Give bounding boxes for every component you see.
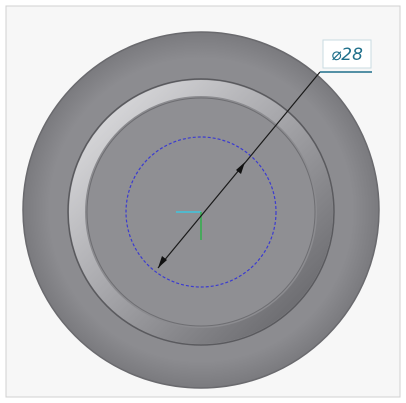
- arrow-head: [236, 162, 245, 174]
- arrow-head: [158, 256, 167, 268]
- ring-edge: [67, 78, 335, 346]
- dimension-box: [322, 39, 372, 69]
- inner-ring: [69, 80, 333, 344]
- dimension-label: ⌀28: [331, 45, 363, 65]
- sketch-circle: [125, 136, 277, 288]
